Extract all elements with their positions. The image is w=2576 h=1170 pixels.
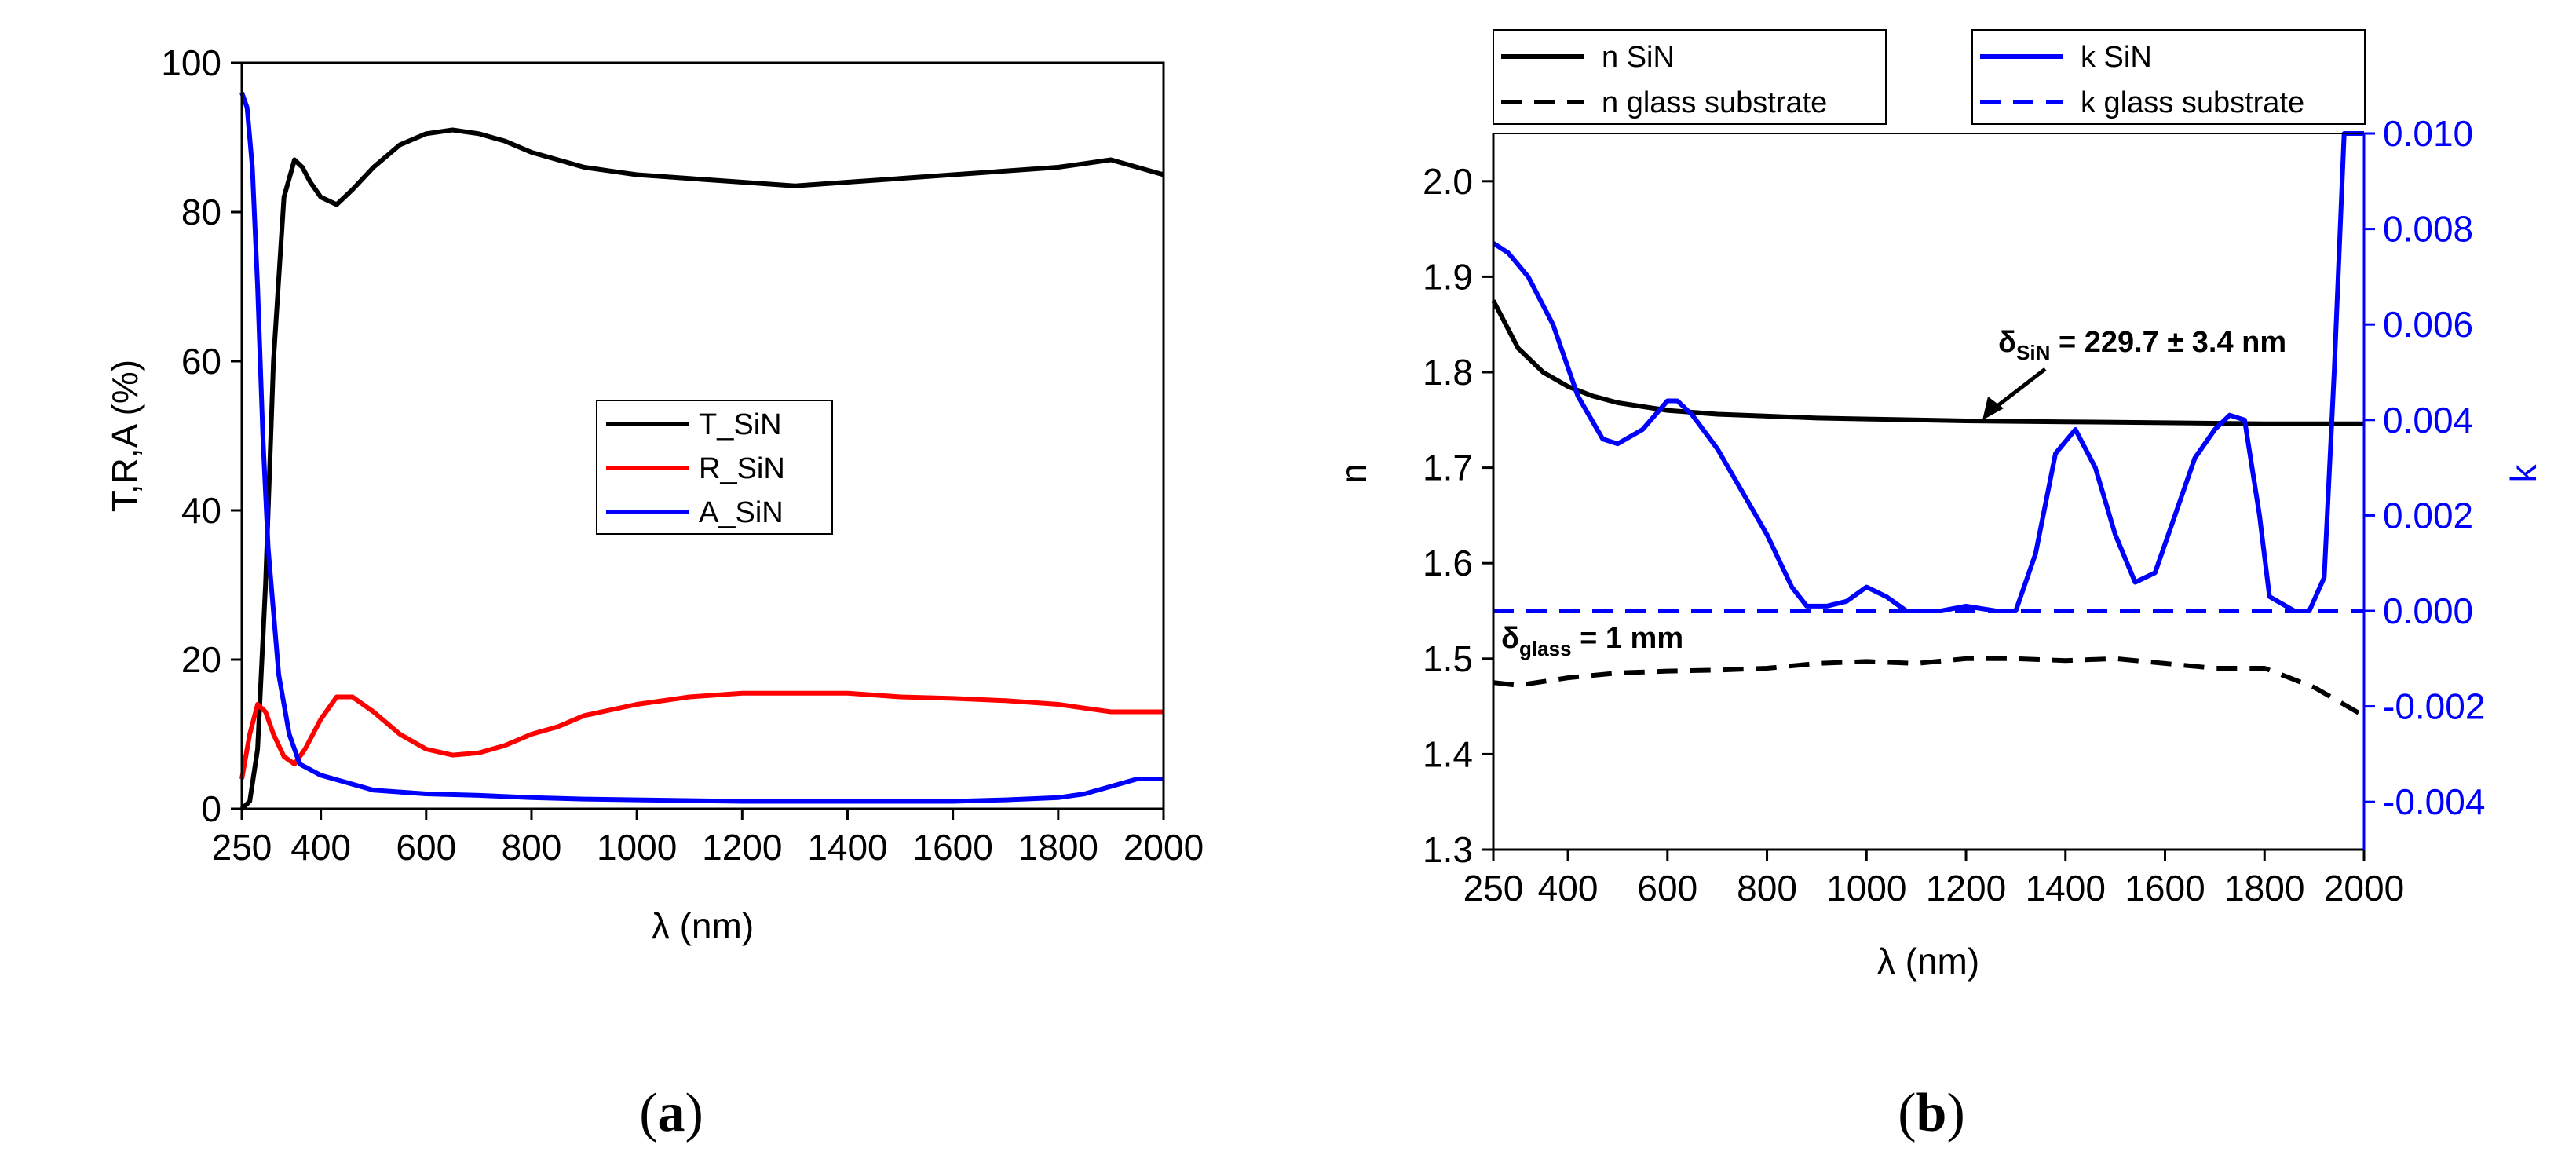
panel-a-x-tick-label: 1800: [1018, 827, 1098, 868]
annotation-thickness-sin: δSiN = 229.7 ± 3.4 nm: [1982, 326, 2286, 420]
panel-b-x-tick-label: 1000: [1826, 868, 1906, 909]
panel-a-x-tick-label: 1600: [912, 827, 992, 868]
panel-a-x-tick-label: 400: [290, 827, 351, 868]
series-line-r-sin: [239, 690, 1164, 780]
panel-a-y-tick-label: 60: [181, 341, 221, 382]
panel-b-x-tick-label: 2000: [2324, 868, 2404, 909]
panel-a-chart: 250 400 600 800 1000 1200 1400 1600 1800 2000 0 20…: [104, 42, 1204, 946]
panel-a-x-tick-label: 2000: [1124, 827, 1204, 868]
panel-a-y-tick-label: 0: [201, 788, 221, 829]
panel-a-y-tick-label: 80: [181, 192, 221, 232]
panel-a-x-tick-label: 1000: [597, 827, 677, 868]
panel-b-right-tick-label: 0.008: [2383, 209, 2473, 250]
panel-b-legend-k: k SiN k glass substrate: [1971, 29, 2366, 125]
series-line-n-glass-substrate: [1493, 656, 2366, 718]
panel-b-x-tick-label: 800: [1737, 868, 1797, 909]
caption-a: (a): [639, 1083, 703, 1143]
panel-b-left-tick-label: 1.6: [1423, 543, 1473, 583]
panel-b-legend-k-box: [1971, 29, 2366, 125]
legend-label-k-sin: k SiN: [2081, 41, 2152, 74]
annotation-thickness-glass: δglass = 1 mm: [1501, 622, 1683, 660]
legend-label-r-sin: R_SiN: [699, 452, 785, 485]
panel-b-x-tick-label: 1600: [2125, 868, 2205, 909]
annotation-sin-delta: δ: [1998, 326, 2016, 359]
panel-b-x-axis-label: λ (nm): [1877, 941, 1979, 982]
panel-b-left-tick-label: 1.8: [1423, 352, 1473, 393]
legend-label-n-sin: n SiN: [1602, 41, 1675, 74]
panel-a-x-axis-label: λ (nm): [652, 905, 754, 946]
panel-b-x-tick-label: 600: [1637, 868, 1697, 909]
panel-a-plot-frame: [240, 61, 1165, 810]
panel-b-left-tick-label: 1.4: [1423, 733, 1473, 774]
panel-a-x-tick-label: 250: [212, 827, 272, 868]
series-line-t-sin: [239, 127, 1164, 811]
panel-b-x-tick-label: 400: [1538, 868, 1599, 909]
legend-label-k-glass: k glass substrate: [2081, 86, 2304, 119]
panel-a-legend: T_SiN R_SiN A_SiN: [596, 400, 833, 535]
panel-a-x-tick-label: 800: [502, 827, 562, 868]
panel-a-x-tick-label: 600: [396, 827, 456, 868]
panel-b-right-tick-label: 0.006: [2383, 304, 2473, 345]
caption-a-close: ): [685, 1083, 703, 1143]
annotation-glass-delta: δ: [1501, 622, 1519, 655]
panel-a-x-tick-label: 1400: [807, 827, 887, 868]
panel-a-y-tick-label: 40: [181, 490, 221, 531]
panel-b-left-axis-label: n: [1333, 463, 1374, 484]
legend-label-t-sin: T_SiN: [699, 408, 782, 441]
panel-b-left-tick-label: 1.3: [1423, 829, 1473, 870]
annotation-glass-sub: glass: [1519, 637, 1572, 660]
panel-a-y-axis-label: T,R,A (%): [104, 360, 145, 512]
series-line-k-sin: [1492, 131, 2364, 613]
legend-label-a-sin: A_SiN: [699, 496, 784, 529]
panel-b-legend-n-box: [1493, 29, 1887, 125]
panel-b-right-tick-label: 0.004: [2383, 400, 2473, 441]
panel-b-x-tick-label: 250: [1463, 868, 1524, 909]
panel-b-chart: 250 400 600 800 1000 1200 1400 1600 1800 2000 1.3…: [1333, 29, 2544, 982]
panel-b-x-tick-label: 1400: [2026, 868, 2106, 909]
caption-b-letter: b: [1916, 1083, 1947, 1143]
annotation-sin-arrow-head: [1982, 397, 2004, 420]
caption-a-letter: a: [658, 1083, 685, 1143]
panel-a-y-tick-label: 100: [161, 42, 221, 83]
panel-a-x-tick-label: 1200: [702, 827, 782, 868]
caption-a-open: (: [639, 1083, 657, 1143]
panel-b-right-tick-label: 0.010: [2383, 113, 2473, 154]
panel-b-left-tick-label: 1.7: [1423, 448, 1473, 488]
panel-b-right-tick-label: -0.004: [2383, 781, 2485, 822]
annotation-sin-arrow-shaft: [1993, 367, 2047, 410]
caption-b-close: ): [1946, 1083, 1964, 1143]
panel-b-x-tick-label: 1800: [2224, 868, 2304, 909]
svg-text:δglass = 1 mm: δglass = 1 mm: [1501, 622, 1683, 660]
panel-b-right-tick-label: 0.000: [2383, 590, 2473, 631]
panel-b-right-axis-label: k: [2503, 464, 2544, 483]
panel-b-x-tick-label: 1200: [1926, 868, 2006, 909]
legend-label-n-glass: n glass substrate: [1602, 86, 1827, 119]
panel-a-y-tick-label: 20: [181, 639, 221, 680]
svg-text:δSiN = 229.7 ± 3.4 nm: δSiN = 229.7 ± 3.4 nm: [1998, 326, 2286, 364]
annotation-sin-sub: SiN: [2016, 341, 2050, 364]
panel-b-right-tick-label: 0.002: [2383, 495, 2473, 536]
panel-b-left-tick-label: 1.5: [1423, 638, 1473, 679]
series-line-n-sin: [1491, 299, 2364, 426]
panel-b-right-tick-label: -0.002: [2383, 686, 2485, 727]
panel-b-left-tick-label: 2.0: [1423, 161, 1473, 202]
annotation-glass-value: = 1 mm: [1572, 622, 1684, 655]
annotation-sin-value: = 229.7 ± 3.4 nm: [2050, 326, 2286, 359]
caption-b: (b): [1898, 1083, 1965, 1143]
caption-b-open: (: [1898, 1083, 1916, 1143]
panel-b-legend-n: n SiN n glass substrate: [1493, 29, 1887, 125]
series-line-a-sin: [239, 92, 1164, 804]
panel-b-left-tick-label: 1.9: [1423, 256, 1473, 297]
